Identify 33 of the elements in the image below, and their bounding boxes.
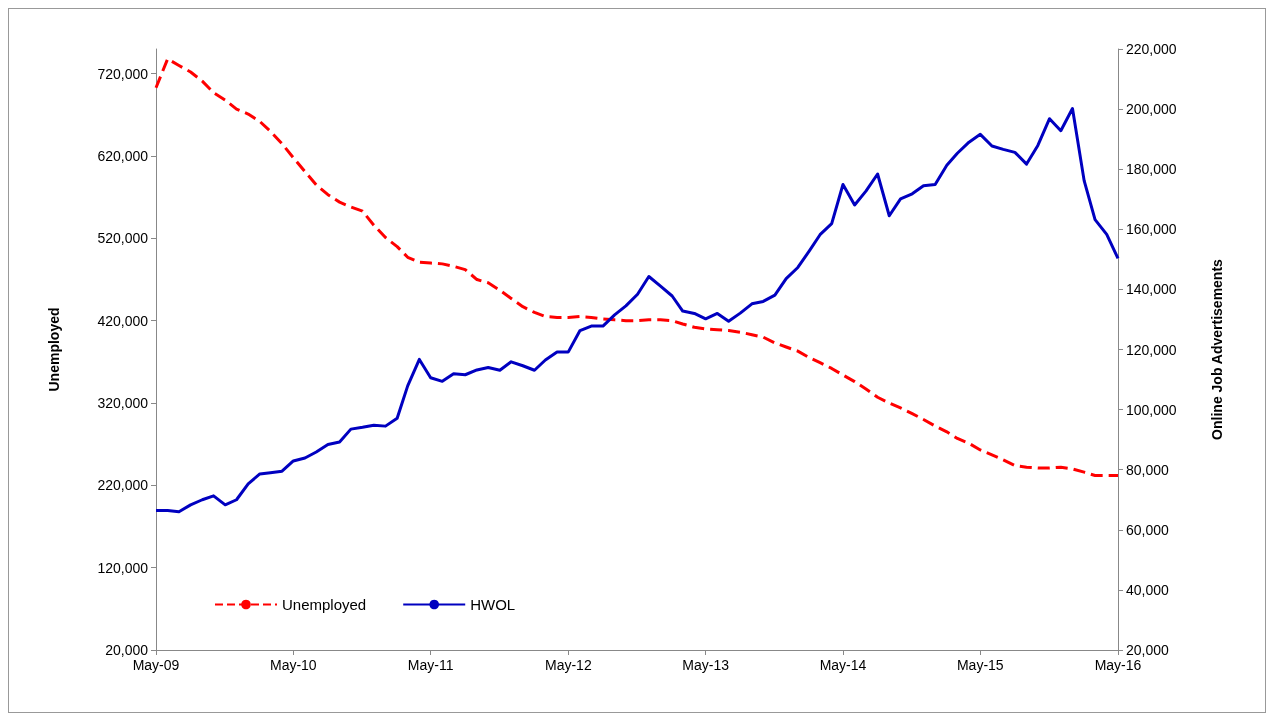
- y-tick-label: 720,000: [97, 65, 149, 82]
- y-tick-label: 120,000: [97, 559, 149, 576]
- y2-tick-label: 100,000: [1126, 401, 1177, 418]
- y2-tick-label: 40,000: [1126, 581, 1170, 598]
- y-axis-title: Unemployed: [46, 307, 62, 392]
- x-tick-label: May-13: [682, 657, 730, 673]
- y-tick-label: 220,000: [97, 477, 149, 494]
- y2-tick-label: 60,000: [1126, 521, 1170, 538]
- y-tick-label: 320,000: [97, 395, 149, 412]
- y-tick-label: 620,000: [97, 148, 149, 165]
- y-tick-label: 420,000: [97, 312, 149, 329]
- x-tick-label: May-12: [545, 657, 592, 673]
- y2-tick-label: 200,000: [1126, 101, 1177, 118]
- y2-tick-label: 180,000: [1126, 161, 1177, 178]
- y-tick-label: 520,000: [97, 230, 149, 247]
- y2-tick-label: 140,000: [1126, 281, 1177, 298]
- y2-tick-label: 120,000: [1126, 341, 1177, 358]
- x-tick-label: May-10: [269, 657, 317, 673]
- y2-tick-label: 220,000: [1126, 41, 1177, 57]
- y2-tick-label: 20,000: [1126, 642, 1170, 658]
- x-tick-label: May-09: [132, 657, 180, 673]
- x-tick-label: May-14: [819, 657, 867, 673]
- legend-label: Unemployed: [282, 596, 367, 613]
- x-tick-label: May-16: [1094, 657, 1142, 673]
- line-series: [154, 107, 1120, 514]
- y2-axis-title: Online Job Advertisements: [1209, 258, 1225, 440]
- x-tick-label: May-11: [407, 657, 454, 673]
- y2-tick-label: 160,000: [1126, 221, 1177, 238]
- y2-tick-label: 80,000: [1126, 461, 1170, 478]
- y-tick-label: 20,000: [105, 642, 149, 658]
- line-series: [154, 57, 1120, 477]
- legend-label: HWOL: [470, 596, 516, 613]
- x-tick-label: May-15: [956, 657, 1004, 673]
